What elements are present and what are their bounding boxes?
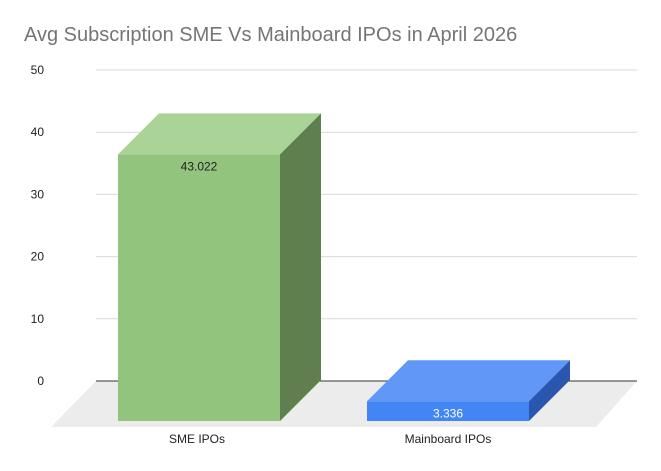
bar-front xyxy=(118,154,280,422)
bar-front xyxy=(367,401,529,421)
y-tick-label: 0 xyxy=(37,374,44,388)
x-category-label: Mainboard IPOs xyxy=(405,432,492,446)
bar-side xyxy=(529,360,570,421)
bar-top xyxy=(118,113,321,155)
y-tick-label: 50 xyxy=(31,63,45,77)
y-tick-label: 40 xyxy=(31,125,45,139)
y-tick-label: 30 xyxy=(31,187,45,201)
y-tick-label: 10 xyxy=(31,312,45,326)
chart-title: Avg Subscription SME Vs Mainboard IPOs i… xyxy=(24,24,518,46)
bar-top xyxy=(367,360,570,402)
data-label: 43.022 xyxy=(181,159,218,173)
x-category-label: SME IPOs xyxy=(169,432,225,446)
bar-mainboard-ipos xyxy=(367,360,570,421)
bar-side xyxy=(280,113,321,421)
y-tick-label: 20 xyxy=(31,250,45,264)
data-label: 3.336 xyxy=(433,406,463,420)
bar-sme-ipos xyxy=(118,113,321,422)
